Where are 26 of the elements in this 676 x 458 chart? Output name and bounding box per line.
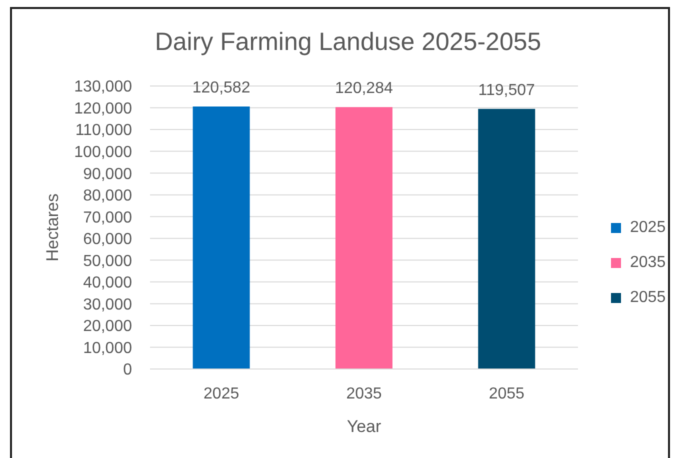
y-axis-title: Hectares xyxy=(43,193,62,262)
y-tick-label: 10,000 xyxy=(83,340,132,357)
y-tick-label: 80,000 xyxy=(83,188,132,205)
x-tick-label: 2025 xyxy=(204,385,240,402)
y-tick-label: 0 xyxy=(123,362,132,379)
y-tick-label: 50,000 xyxy=(83,252,132,270)
y-tick-label: 100,000 xyxy=(74,144,132,161)
y-tick-label: 110,000 xyxy=(75,122,132,140)
y-tick-label: 40,000 xyxy=(83,274,132,292)
legend-label: 2055 xyxy=(630,289,666,306)
y-tick-label: 70,000 xyxy=(83,209,132,226)
y-tick-label: 120,000 xyxy=(74,100,132,118)
y-tick-label: 130,000 xyxy=(74,78,132,96)
x-tick-label: 2035 xyxy=(346,385,382,402)
y-tick-label: 20,000 xyxy=(83,318,132,336)
y-tick-label: 30,000 xyxy=(83,296,132,314)
data-label: 120,284 xyxy=(335,80,393,98)
y-tick-label: 90,000 xyxy=(83,166,132,183)
x-tick-label: 2055 xyxy=(488,385,525,402)
legend-label: 2025 xyxy=(630,219,666,236)
chart-title: Dairy Farming Landuse 2025-2055 xyxy=(154,28,542,57)
data-label: 119,507 xyxy=(478,82,536,99)
data-label: 120,582 xyxy=(192,80,250,96)
x-axis-title: Year xyxy=(346,417,382,436)
legend-label: 2035 xyxy=(630,254,666,271)
y-tick-label: 60,000 xyxy=(83,231,132,248)
